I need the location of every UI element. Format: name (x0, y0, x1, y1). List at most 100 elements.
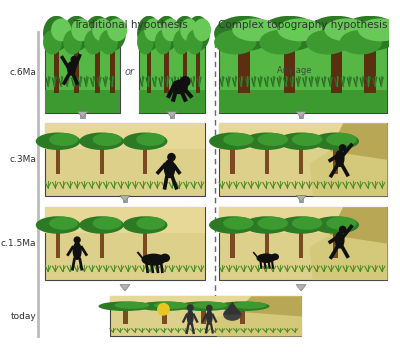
Ellipse shape (193, 18, 211, 41)
Circle shape (167, 153, 176, 161)
Ellipse shape (223, 308, 241, 321)
Ellipse shape (306, 30, 348, 54)
Ellipse shape (312, 216, 359, 234)
Ellipse shape (186, 16, 210, 51)
Bar (196, 40, 200, 92)
Ellipse shape (278, 216, 325, 234)
Ellipse shape (259, 16, 320, 51)
Text: Traditional hypothesis: Traditional hypothesis (74, 20, 188, 30)
Ellipse shape (51, 18, 71, 41)
Bar (45, 124, 204, 149)
Ellipse shape (49, 133, 78, 146)
Bar (110, 40, 115, 92)
Ellipse shape (193, 302, 228, 309)
Ellipse shape (79, 216, 124, 234)
Bar (146, 40, 151, 92)
Ellipse shape (335, 231, 344, 248)
Ellipse shape (155, 16, 178, 51)
Ellipse shape (93, 133, 122, 146)
Ellipse shape (99, 30, 118, 54)
Ellipse shape (244, 132, 290, 150)
Text: c.6Ma: c.6Ma (9, 68, 36, 77)
Bar (334, 228, 338, 258)
Ellipse shape (123, 216, 168, 234)
Ellipse shape (256, 253, 276, 263)
Bar (364, 40, 376, 92)
Bar (334, 144, 338, 174)
Bar (45, 33, 120, 112)
Ellipse shape (172, 79, 188, 94)
Bar (219, 207, 387, 233)
Ellipse shape (43, 30, 62, 54)
Ellipse shape (340, 30, 382, 54)
Ellipse shape (173, 16, 197, 51)
Ellipse shape (292, 133, 322, 146)
Polygon shape (296, 195, 306, 202)
Circle shape (74, 236, 81, 244)
Bar (100, 144, 104, 174)
Ellipse shape (259, 30, 302, 54)
Ellipse shape (84, 16, 111, 51)
Bar (299, 195, 303, 202)
Bar (299, 228, 303, 258)
Ellipse shape (136, 217, 165, 230)
Ellipse shape (72, 242, 82, 260)
Ellipse shape (136, 133, 165, 146)
Bar (265, 228, 269, 258)
Ellipse shape (49, 217, 78, 230)
Ellipse shape (306, 16, 366, 51)
Polygon shape (236, 296, 302, 316)
Text: c.3Ma: c.3Ma (9, 155, 36, 164)
Ellipse shape (84, 30, 103, 54)
Text: Any age: Any age (277, 66, 312, 76)
Ellipse shape (63, 30, 82, 54)
Ellipse shape (43, 16, 70, 51)
Polygon shape (213, 296, 302, 337)
Bar (110, 296, 301, 310)
Polygon shape (223, 302, 241, 314)
Bar (45, 207, 204, 280)
Ellipse shape (154, 302, 188, 309)
Ellipse shape (142, 253, 166, 266)
Ellipse shape (335, 150, 344, 167)
Bar (183, 40, 187, 92)
Bar (164, 40, 169, 92)
Bar (45, 124, 204, 196)
Circle shape (180, 76, 191, 87)
Bar (162, 308, 167, 324)
Ellipse shape (63, 16, 90, 51)
Bar (95, 40, 100, 92)
Ellipse shape (209, 216, 256, 234)
Circle shape (206, 305, 213, 311)
Ellipse shape (79, 132, 124, 150)
Bar (54, 40, 59, 92)
Bar (240, 308, 245, 324)
Text: Complex topography hypothesis: Complex topography hypothesis (218, 20, 388, 30)
Ellipse shape (36, 132, 80, 150)
Bar (219, 207, 387, 280)
Ellipse shape (98, 301, 152, 311)
Ellipse shape (162, 18, 180, 41)
Ellipse shape (107, 18, 127, 41)
Polygon shape (296, 285, 306, 291)
Bar (123, 308, 128, 324)
Text: or: or (124, 68, 134, 77)
Ellipse shape (71, 18, 92, 41)
Ellipse shape (137, 30, 154, 54)
Ellipse shape (244, 216, 290, 234)
Ellipse shape (137, 16, 161, 51)
Ellipse shape (114, 302, 149, 309)
Bar (139, 90, 204, 112)
Ellipse shape (173, 30, 190, 54)
Bar (299, 285, 303, 286)
Ellipse shape (67, 61, 76, 76)
Ellipse shape (223, 217, 254, 230)
Ellipse shape (187, 309, 194, 325)
Ellipse shape (326, 217, 357, 230)
Ellipse shape (258, 217, 288, 230)
Bar (238, 40, 250, 92)
Circle shape (70, 56, 78, 63)
Bar (284, 40, 295, 92)
Polygon shape (167, 112, 177, 118)
Bar (56, 228, 60, 258)
